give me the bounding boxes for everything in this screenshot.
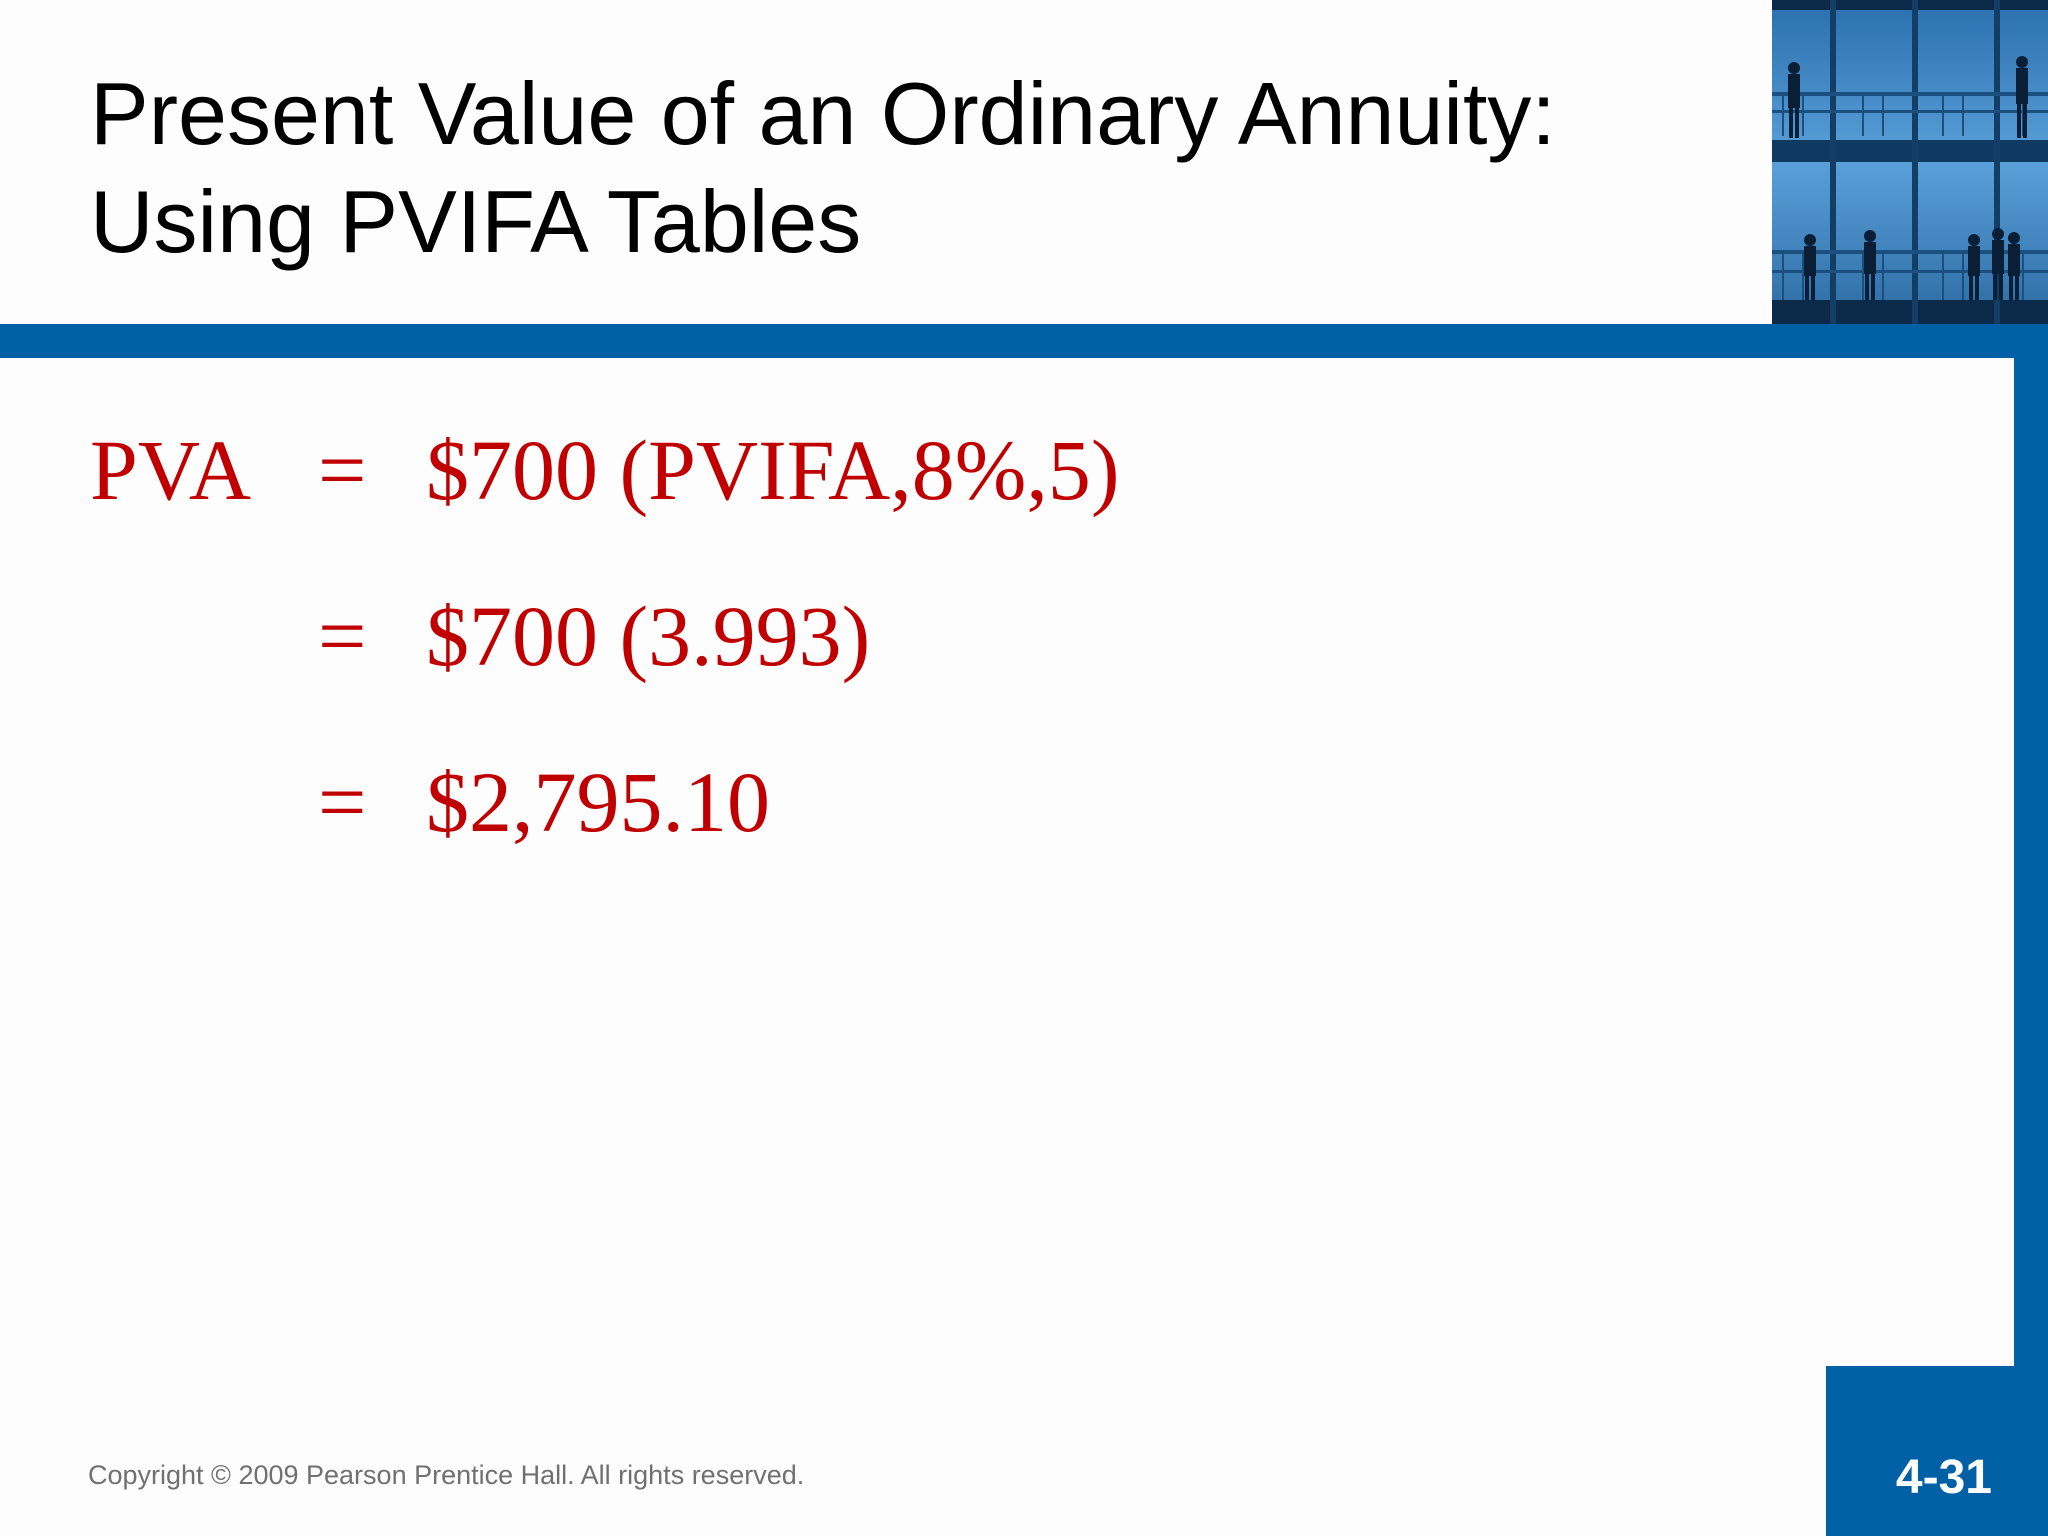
equation-rhs: $2,795.10: [426, 754, 770, 850]
title-line-1: Present Value of an Ordinary Annuity:: [90, 64, 1556, 163]
equation-rhs: $700 (3.993): [426, 588, 871, 684]
equals-sign: =: [318, 754, 367, 850]
title-line-2: Using PVIFA Tables: [90, 172, 862, 271]
header-divider-bar: [0, 324, 2048, 358]
slide-title: Present Value of an Ordinary Annuity: Us…: [90, 60, 1740, 276]
equation-rhs: $700 (PVIFA,8%,5): [426, 422, 1120, 518]
slide-number-box: [1826, 1366, 2048, 1536]
equals-sign: =: [318, 588, 367, 684]
equation-lhs: PVA: [90, 422, 251, 518]
slide-number: 4-31: [1895, 1451, 1992, 1504]
header-photo: [1772, 0, 2048, 324]
equals-sign: =: [318, 422, 367, 518]
right-accent-bar: [2014, 324, 2048, 1536]
copyright-footer: Copyright © 2009 Pearson Prentice Hall. …: [88, 1460, 805, 1490]
